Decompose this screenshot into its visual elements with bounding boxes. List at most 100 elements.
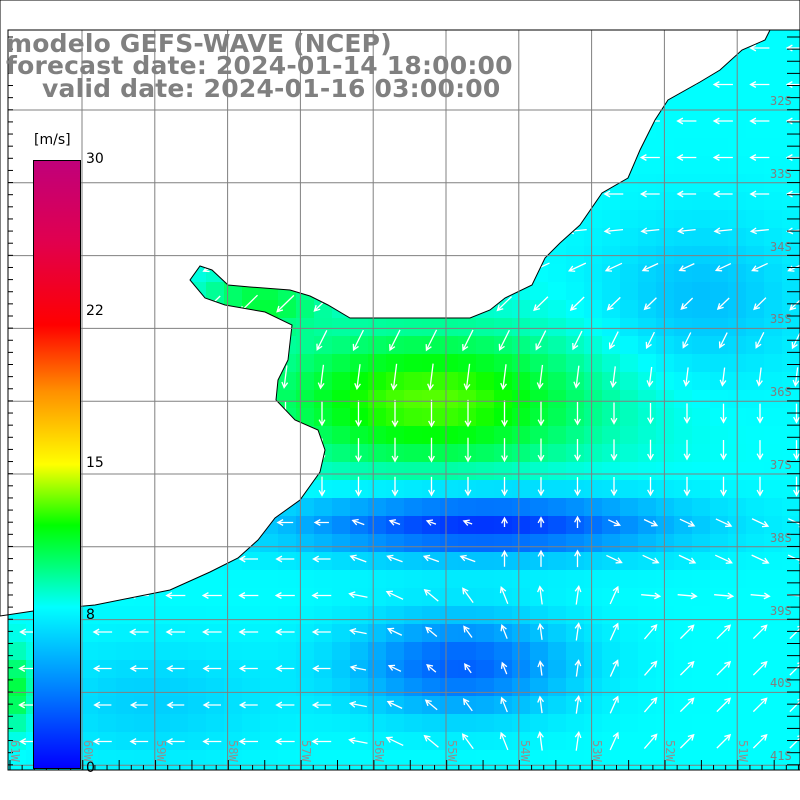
wind-speed-cell <box>314 516 333 535</box>
wind-speed-cell <box>710 84 729 103</box>
wind-arrow <box>355 400 362 427</box>
wind-speed-cell <box>512 444 531 463</box>
wind-speed-cell <box>782 498 800 517</box>
wind-speed-cell <box>458 462 477 481</box>
wind-speed-cell <box>710 228 729 247</box>
wind-speed-cell <box>188 606 207 625</box>
wind-speed-cell <box>548 408 567 427</box>
wind-speed-cell <box>674 372 693 391</box>
wind-speed-cell <box>674 498 693 517</box>
wind-speed-cell <box>530 408 549 427</box>
wind-speed-cell <box>134 642 153 661</box>
wind-speed-cell <box>278 714 297 733</box>
wind-speed-cell <box>566 426 585 445</box>
wind-arrow <box>609 585 619 605</box>
wind-speed-cell <box>404 570 423 589</box>
wind-speed-cell <box>458 444 477 463</box>
wind-speed-cell <box>782 642 800 661</box>
wind-speed-cell <box>782 426 800 445</box>
wind-speed-cell <box>584 390 603 409</box>
wind-speed-cell <box>350 354 369 373</box>
wind-speed-cell <box>638 732 657 751</box>
wind-speed-cell <box>386 516 405 535</box>
wind-speed-cell <box>98 606 117 625</box>
wind-speed-cell <box>674 264 693 283</box>
wind-speed-cell <box>602 534 621 553</box>
wind-speed-cell <box>602 552 621 571</box>
wind-speed-cell <box>548 696 567 715</box>
wind-speed-cell <box>584 660 603 679</box>
wind-speed-cell <box>746 660 765 679</box>
wind-speed-cell <box>494 606 513 625</box>
wind-speed-cell <box>764 138 783 157</box>
wind-speed-cell <box>566 534 585 553</box>
wind-arrow <box>496 296 513 312</box>
wind-speed-cell <box>314 714 333 733</box>
wind-speed-cell <box>440 372 459 391</box>
wind-speed-cell <box>476 390 495 409</box>
wind-speed-cell <box>710 210 729 229</box>
wind-speed-cell <box>494 408 513 427</box>
wind-speed-cell <box>332 534 351 553</box>
wind-arrow <box>716 297 730 310</box>
wind-speed-cell <box>584 696 603 715</box>
wind-speed-cell <box>530 660 549 679</box>
wind-speed-cell <box>548 588 567 607</box>
wind-speed-cell <box>602 318 621 337</box>
wind-speed-cell <box>638 156 657 175</box>
wind-arrow <box>574 438 581 462</box>
wind-arrow <box>716 660 732 676</box>
wind-speed-cell <box>206 660 225 679</box>
wind-arrow <box>238 592 259 599</box>
colorbar-tick-30: 30 <box>86 151 104 167</box>
wind-speed-cell <box>530 480 549 499</box>
wind-arrow <box>93 701 112 709</box>
wind-speed-cell <box>116 660 135 679</box>
wind-speed-cell <box>8 714 27 733</box>
wind-speed-cell <box>548 390 567 409</box>
wind-speed-cell <box>746 624 765 643</box>
wind-speed-cell <box>620 372 639 391</box>
wind-arrow <box>603 190 624 198</box>
wind-speed-cell <box>8 768 27 771</box>
wind-speed-cell <box>764 642 783 661</box>
wind-speed-cell <box>746 678 765 697</box>
wind-speed-cell <box>584 318 603 337</box>
wind-speed-cell <box>386 642 405 661</box>
wind-speed-cell <box>278 372 297 391</box>
wind-speed-cell <box>530 462 549 481</box>
wind-speed-cell <box>494 534 513 553</box>
wind-speed-cell <box>80 714 99 733</box>
wind-speed-cell <box>620 588 639 607</box>
wind-speed-cell <box>764 588 783 607</box>
wind-speed-cell <box>530 606 549 625</box>
wind-speed-cell <box>296 678 315 697</box>
wind-speed-cell <box>638 318 657 337</box>
wind-speed-cell <box>746 210 765 229</box>
wind-speed-cell <box>620 660 639 679</box>
wind-arrow <box>129 701 148 709</box>
wind-speed-cell <box>368 678 387 697</box>
wind-speed-cell <box>656 498 675 517</box>
wind-speed-cell <box>332 624 351 643</box>
wind-speed-cell <box>674 210 693 229</box>
wind-speed-cell <box>386 606 405 625</box>
longitude-label: 51W <box>736 740 750 762</box>
wind-speed-cell <box>584 642 603 661</box>
wind-speed-cell <box>638 570 657 589</box>
wind-speed-cell <box>548 732 567 751</box>
wind-speed-cell <box>566 768 585 771</box>
wind-speed-cell <box>134 714 153 733</box>
wind-speed-cell <box>638 210 657 229</box>
wind-speed-cell <box>566 498 585 517</box>
wind-speed-cell <box>710 120 729 139</box>
wind-speed-cell <box>440 408 459 427</box>
wind-arrow <box>712 81 733 88</box>
wind-arrow <box>425 329 438 352</box>
wind-speed-cell <box>368 732 387 751</box>
wind-arrow <box>351 518 365 526</box>
wind-speed-cell <box>674 318 693 337</box>
wind-speed-cell <box>584 228 603 247</box>
wind-arrow <box>428 399 435 428</box>
wind-speed-cell <box>476 480 495 499</box>
